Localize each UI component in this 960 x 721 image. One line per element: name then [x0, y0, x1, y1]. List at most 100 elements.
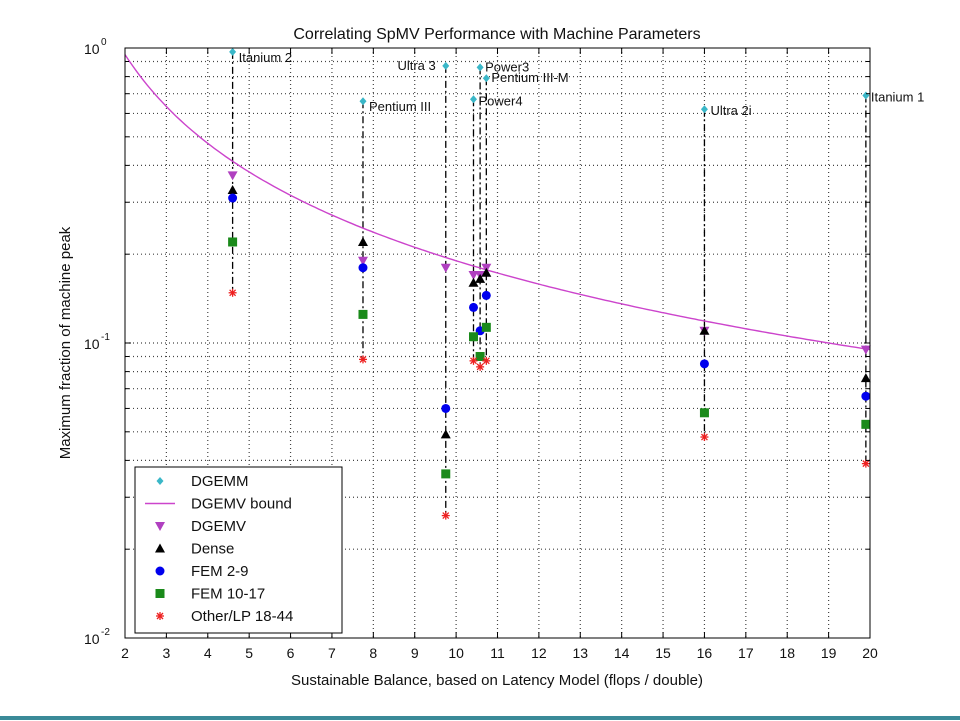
machine-label: Ultra 3	[397, 58, 435, 73]
y-tick-base: 10	[84, 336, 100, 352]
fem-2-9-point	[441, 403, 451, 413]
other-lp-18-44-point	[476, 362, 485, 371]
legend-label: DGEMV	[191, 518, 246, 535]
dgemv-bound-curve	[124, 54, 871, 351]
legend-item: Other/LP 18-44	[156, 608, 293, 625]
legend-item: DGEMM	[156, 473, 249, 490]
legend-marker-swatch	[155, 543, 165, 553]
legend-item: FEM 2-9	[155, 563, 249, 580]
fem-2-9-point	[861, 391, 871, 401]
dgemm-point	[476, 63, 484, 72]
dgemv-point	[357, 256, 368, 266]
machine-label: Ultra 2i	[710, 103, 751, 118]
x-tick-label: 11	[490, 645, 505, 661]
dense-point	[481, 267, 492, 277]
legend-label: Dense	[191, 541, 234, 558]
other-lp-18-44-point	[441, 511, 450, 520]
fem-10-17-point	[228, 237, 238, 247]
dgemv-point	[860, 345, 871, 355]
x-tick-label: 9	[411, 645, 419, 661]
y-tick-base: 10	[84, 41, 100, 57]
x-axis-label: Sustainable Balance, based on Latency Mo…	[291, 672, 703, 689]
machine-label: Pentium III-M	[491, 70, 568, 85]
y-axis-label: Maximum fraction of machine peak	[57, 226, 74, 459]
x-tick-label: 3	[162, 645, 170, 661]
fem-10-17-point	[358, 309, 368, 319]
y-tick-exponent: -1	[101, 332, 110, 343]
x-tick-label: 17	[738, 645, 754, 661]
dense-point	[475, 273, 486, 283]
legend-item: FEM 10-17	[155, 586, 265, 603]
legend: DGEMM DGEMV bound DGEMV Dense FEM 2-9 FEM 10-…	[134, 466, 343, 634]
x-tick-label: 14	[614, 645, 630, 661]
dense-point	[468, 277, 479, 287]
fem-2-9-point	[228, 193, 238, 203]
other-lp-18-44-point	[469, 356, 478, 365]
x-tick-label: 7	[328, 645, 336, 661]
fem-10-17-point	[481, 322, 491, 332]
fem-10-17-point	[861, 419, 871, 429]
dense-point	[227, 185, 238, 195]
bottom-band	[0, 716, 960, 720]
x-tick-label: 4	[204, 645, 212, 661]
dgemv-point	[440, 263, 451, 273]
legend-label: Other/LP 18-44	[191, 608, 293, 625]
legend-box	[134, 466, 343, 634]
legend-item: Dense	[155, 541, 234, 558]
dgemv-point	[468, 271, 479, 281]
dgemm-point	[229, 47, 237, 56]
dgemm-point	[359, 97, 367, 106]
legend-label: DGEMV bound	[191, 496, 292, 513]
machine-label: Pentium III	[369, 99, 431, 114]
chart-title: Correlating SpMV Performance with Machin…	[293, 26, 700, 43]
dgemm-point	[862, 91, 870, 100]
x-tick-label: 6	[287, 645, 295, 661]
legend-marker-swatch	[155, 566, 165, 576]
fem-10-17-point	[441, 469, 451, 479]
x-tick-label: 15	[655, 645, 671, 661]
dgemm-point	[700, 105, 708, 114]
y-tick-label: 10 -1	[84, 332, 110, 352]
legend-label: DGEMM	[191, 473, 249, 490]
fem-2-9-point	[468, 302, 478, 312]
fem-2-9-point	[481, 290, 491, 300]
x-tick-label: 5	[245, 645, 253, 661]
other-lp-18-44-point	[358, 355, 367, 364]
legend-marker-swatch	[156, 477, 164, 485]
dense-point	[860, 373, 871, 383]
x-tick-label: 12	[531, 645, 547, 661]
legend-marker-swatch	[155, 522, 165, 531]
x-tick-label: 20	[862, 645, 878, 661]
other-lp-18-44-point	[700, 433, 709, 442]
dense-point	[440, 429, 451, 439]
y-tick-exponent: -2	[101, 627, 110, 638]
fem-10-17-point	[699, 408, 709, 418]
fem-10-17-point	[475, 351, 485, 361]
legend-item: DGEMV bound	[145, 496, 292, 513]
fem-10-17-point	[468, 332, 478, 342]
dgemm-point	[482, 74, 490, 83]
machine-label: Itanium 2	[239, 50, 292, 65]
fem-2-9-point	[358, 263, 368, 273]
legend-label: FEM 10-17	[191, 586, 265, 603]
dgemv-point	[227, 171, 238, 181]
legend-marker-swatch	[156, 612, 164, 620]
x-tick-label: 16	[697, 645, 713, 661]
other-lp-18-44-point	[861, 459, 870, 468]
other-lp-18-44-point	[228, 288, 237, 297]
dense-point	[357, 236, 368, 246]
x-tick-label: 18	[779, 645, 795, 661]
x-tick-label: 19	[821, 645, 837, 661]
machine-label: Itanium 1	[871, 90, 924, 105]
y-tick-base: 10	[84, 631, 100, 647]
y-tick-label: 10 0	[84, 37, 107, 57]
dgemm-point	[469, 95, 477, 104]
legend-marker-swatch	[155, 589, 165, 598]
x-tick-label: 2	[121, 645, 129, 661]
y-tick-label: 10 -2	[84, 627, 110, 647]
x-tick-label: 10	[448, 645, 464, 661]
other-lp-18-44-point	[482, 356, 491, 365]
x-tick-label: 8	[369, 645, 377, 661]
